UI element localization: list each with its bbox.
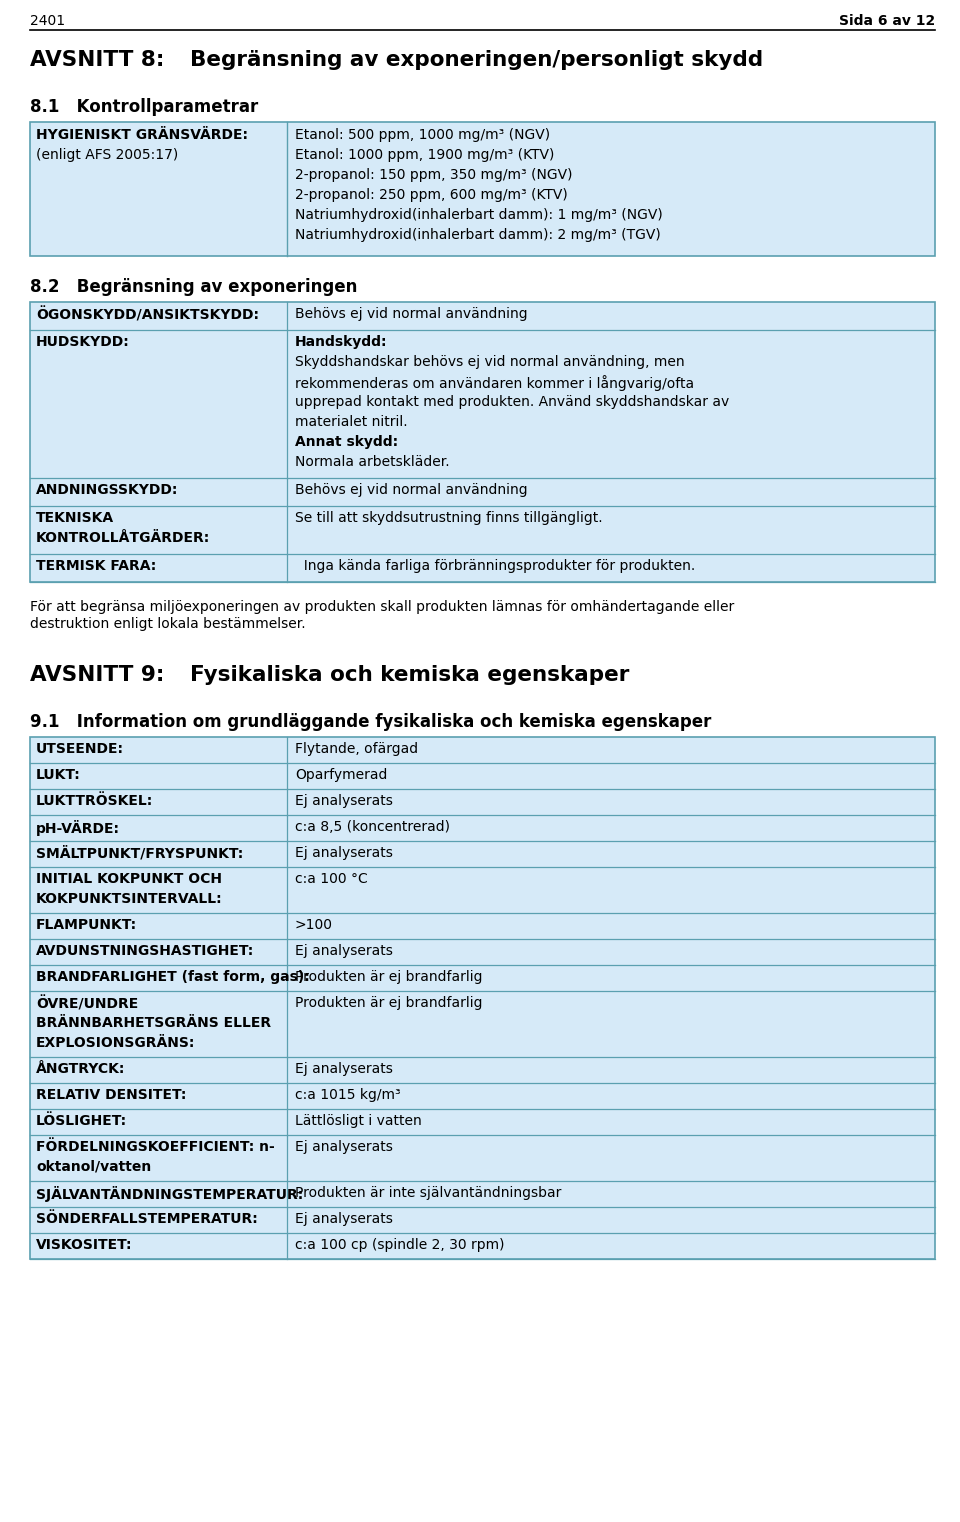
Text: Produkten är inte självantändningsbar: Produkten är inte självantändningsbar	[295, 1186, 562, 1199]
Text: HUDSKYDD:: HUDSKYDD:	[36, 335, 130, 349]
Text: Ej analyserats: Ej analyserats	[295, 794, 393, 808]
Text: Oparfymerad: Oparfymerad	[295, 769, 388, 782]
Text: Normala arbetskläder.: Normala arbetskläder.	[295, 455, 449, 469]
Text: TERMISK FARA:: TERMISK FARA:	[36, 559, 156, 572]
Text: KOKPUNKTSINTERVALL:: KOKPUNKTSINTERVALL:	[36, 892, 223, 906]
Text: VISKOSITET:: VISKOSITET:	[36, 1237, 132, 1253]
Text: Annat skydd:: Annat skydd:	[295, 435, 398, 449]
Text: ÅNGTRYCK:: ÅNGTRYCK:	[36, 1062, 126, 1076]
Text: AVDUNSTNINGSHASTIGHET:: AVDUNSTNINGSHASTIGHET:	[36, 944, 254, 957]
Text: Etanol: 500 ppm, 1000 mg/m³ (NGV): Etanol: 500 ppm, 1000 mg/m³ (NGV)	[295, 128, 550, 142]
Text: Ej analyserats: Ej analyserats	[295, 1212, 393, 1227]
Text: Ej analyserats: Ej analyserats	[295, 1062, 393, 1076]
Text: Fysikaliska och kemiska egenskaper: Fysikaliska och kemiska egenskaper	[190, 665, 630, 685]
Text: Natriumhydroxid(inhalerbart damm): 2 mg/m³ (TGV): Natriumhydroxid(inhalerbart damm): 2 mg/…	[295, 228, 660, 242]
Text: 8.2   Begränsning av exponeringen: 8.2 Begränsning av exponeringen	[30, 279, 357, 295]
Text: >100: >100	[295, 918, 333, 931]
Text: 8.1   Kontrollparametrar: 8.1 Kontrollparametrar	[30, 97, 258, 116]
Text: UTSEENDE:: UTSEENDE:	[36, 743, 124, 756]
Text: rekommenderas om användaren kommer i långvarig/ofta: rekommenderas om användaren kommer i lån…	[295, 374, 694, 391]
Text: 9.1   Information om grundläggande fysikaliska och kemiska egenskaper: 9.1 Information om grundläggande fysikal…	[30, 712, 711, 731]
Text: LÖSLIGHET:: LÖSLIGHET:	[36, 1114, 127, 1128]
Text: AVSNITT 9:: AVSNITT 9:	[30, 665, 164, 685]
Text: Natriumhydroxid(inhalerbart damm): 1 mg/m³ (NGV): Natriumhydroxid(inhalerbart damm): 1 mg/…	[295, 209, 662, 222]
Text: oktanol/vatten: oktanol/vatten	[36, 1160, 152, 1173]
Text: Produkten är ej brandfarlig: Produkten är ej brandfarlig	[295, 970, 483, 985]
Text: AVSNITT 8:: AVSNITT 8:	[30, 50, 164, 70]
FancyBboxPatch shape	[30, 122, 935, 256]
Text: LUKT:: LUKT:	[36, 769, 81, 782]
Text: upprepad kontakt med produkten. Använd skyddshandskar av: upprepad kontakt med produkten. Använd s…	[295, 396, 730, 409]
Text: c:a 100 °C: c:a 100 °C	[295, 872, 368, 886]
Text: Inga kända farliga förbränningsprodukter för produkten.: Inga kända farliga förbränningsprodukter…	[295, 559, 695, 572]
Text: Produkten är ej brandfarlig: Produkten är ej brandfarlig	[295, 995, 483, 1011]
Text: materialet nitril.: materialet nitril.	[295, 416, 408, 429]
Text: pH-VÄRDE:: pH-VÄRDE:	[36, 820, 120, 836]
Text: Ej analyserats: Ej analyserats	[295, 846, 393, 860]
Text: c:a 8,5 (koncentrerad): c:a 8,5 (koncentrerad)	[295, 820, 450, 834]
Text: SJÄLVANTÄNDNINGSTEMPERATUR:: SJÄLVANTÄNDNINGSTEMPERATUR:	[36, 1186, 303, 1202]
Text: Handskydd:: Handskydd:	[295, 335, 388, 349]
Text: LUKTTRÖSKEL:: LUKTTRÖSKEL:	[36, 794, 154, 808]
Text: 2-propanol: 150 ppm, 350 mg/m³ (NGV): 2-propanol: 150 ppm, 350 mg/m³ (NGV)	[295, 167, 572, 183]
Text: Sida 6 av 12: Sida 6 av 12	[839, 14, 935, 27]
Text: c:a 1015 kg/m³: c:a 1015 kg/m³	[295, 1088, 400, 1102]
FancyBboxPatch shape	[30, 301, 935, 581]
Text: (enligt AFS 2005:17): (enligt AFS 2005:17)	[36, 148, 179, 161]
Text: Begränsning av exponeringen/personligt skydd: Begränsning av exponeringen/personligt s…	[190, 50, 763, 70]
Text: Se till att skyddsutrustning finns tillgängligt.: Se till att skyddsutrustning finns tillg…	[295, 511, 603, 525]
Text: TEKNISKA: TEKNISKA	[36, 511, 114, 525]
Text: Behövs ej vid normal användning: Behövs ej vid normal användning	[295, 482, 528, 498]
Text: Ej analyserats: Ej analyserats	[295, 1140, 393, 1154]
Text: INITIAL KOKPUNKT OCH: INITIAL KOKPUNKT OCH	[36, 872, 222, 886]
Text: RELATIV DENSITET:: RELATIV DENSITET:	[36, 1088, 186, 1102]
Text: BRÄNNBARHETSGRÄNS ELLER: BRÄNNBARHETSGRÄNS ELLER	[36, 1017, 271, 1030]
Text: Etanol: 1000 ppm, 1900 mg/m³ (KTV): Etanol: 1000 ppm, 1900 mg/m³ (KTV)	[295, 148, 554, 161]
Text: 2401: 2401	[30, 14, 65, 27]
Text: Ej analyserats: Ej analyserats	[295, 944, 393, 957]
Text: SÖNDERFALLSTEMPERATUR:: SÖNDERFALLSTEMPERATUR:	[36, 1212, 257, 1227]
Text: KONTROLLÅTGÄRDER:: KONTROLLÅTGÄRDER:	[36, 531, 210, 545]
Text: ÖGONSKYDD/ANSIKTSKYDD:: ÖGONSKYDD/ANSIKTSKYDD:	[36, 307, 259, 323]
FancyBboxPatch shape	[30, 737, 935, 1259]
Text: Flytande, ofärgad: Flytande, ofärgad	[295, 743, 419, 756]
Text: FÖRDELNINGSKOEFFICIENT: n-: FÖRDELNINGSKOEFFICIENT: n-	[36, 1140, 275, 1154]
Text: Lättlösligt i vatten: Lättlösligt i vatten	[295, 1114, 421, 1128]
Text: EXPLOSIONSGRÄNS:: EXPLOSIONSGRÄNS:	[36, 1036, 196, 1050]
Text: c:a 100 cp (spindle 2, 30 rpm): c:a 100 cp (spindle 2, 30 rpm)	[295, 1237, 505, 1253]
Text: Behövs ej vid normal användning: Behövs ej vid normal användning	[295, 307, 528, 321]
Text: ANDNINGSSKYDD:: ANDNINGSSKYDD:	[36, 482, 179, 498]
Text: Skyddshandskar behövs ej vid normal användning, men: Skyddshandskar behövs ej vid normal anvä…	[295, 355, 684, 368]
Text: FLAMPUNKT:: FLAMPUNKT:	[36, 918, 137, 931]
Text: 2-propanol: 250 ppm, 600 mg/m³ (KTV): 2-propanol: 250 ppm, 600 mg/m³ (KTV)	[295, 189, 567, 202]
Text: SMÄLTPUNKT/FRYSPUNKT:: SMÄLTPUNKT/FRYSPUNKT:	[36, 846, 243, 860]
Text: BRANDFARLIGHET (fast form, gas):: BRANDFARLIGHET (fast form, gas):	[36, 970, 310, 985]
Text: ÖVRE/UNDRE: ÖVRE/UNDRE	[36, 995, 138, 1011]
Text: HYGIENISKT GRÄNSVÄRDE:: HYGIENISKT GRÄNSVÄRDE:	[36, 128, 248, 142]
Text: destruktion enligt lokala bestämmelser.: destruktion enligt lokala bestämmelser.	[30, 616, 305, 632]
Text: För att begränsa miljöexponeringen av produkten skall produkten lämnas för omhän: För att begränsa miljöexponeringen av pr…	[30, 600, 734, 613]
